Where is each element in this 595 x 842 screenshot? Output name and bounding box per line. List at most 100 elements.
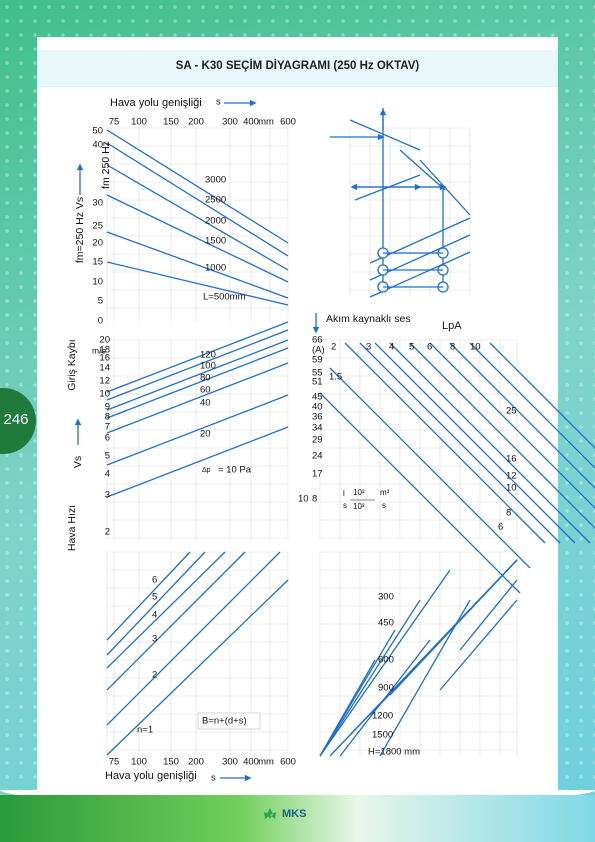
line <box>319 599 421 757</box>
line <box>389 559 518 696</box>
formula: B=n+(d+s) <box>202 716 247 727</box>
line-label: 2500 <box>205 195 226 206</box>
label: fm=250 Hz Vs <box>74 197 86 263</box>
line <box>374 342 576 544</box>
tick-label: 8 <box>105 412 110 423</box>
label: Vs <box>72 456 84 468</box>
tick-label: 36 <box>312 412 323 423</box>
line <box>329 367 531 569</box>
tick-label: 20 <box>99 335 110 346</box>
line <box>106 551 206 656</box>
footer-wave <box>0 795 595 842</box>
line-label: 300 <box>378 592 394 603</box>
tick-label: 25 <box>92 221 103 232</box>
tick-label: 400 <box>243 757 259 768</box>
line-label: 1000 <box>205 263 226 274</box>
unit: l <box>343 489 345 498</box>
label: LpA <box>442 320 462 332</box>
tick-label: 18 <box>99 345 110 356</box>
tick-label: 8 <box>312 494 317 505</box>
line <box>106 551 246 691</box>
tick-label: 16 <box>99 353 110 364</box>
line <box>449 342 595 489</box>
arrow-head <box>414 183 422 191</box>
tick-label: 8 <box>450 342 455 353</box>
arrow-head <box>244 774 252 782</box>
unit: 10³ <box>353 502 365 511</box>
tick-label: 7 <box>105 422 110 433</box>
line <box>106 194 289 283</box>
unit: s <box>382 501 386 510</box>
arrow-head <box>249 99 257 107</box>
tick-label: 10 <box>99 389 110 400</box>
line-label: H=1800 mm <box>368 747 420 758</box>
tick-label: 600 <box>280 117 296 128</box>
tick-label: 25 <box>506 406 517 417</box>
line <box>359 342 561 544</box>
label: Hava yolu genişliği <box>110 97 202 109</box>
tick-label: 100 <box>131 117 147 128</box>
line-label: 120 <box>200 350 216 361</box>
page-number: 246 <box>3 411 29 428</box>
tick-label: 10 <box>298 494 309 505</box>
tick-label: 5 <box>409 342 414 353</box>
line <box>389 342 591 544</box>
line <box>319 392 521 594</box>
line <box>106 579 289 756</box>
line <box>409 342 595 529</box>
arrow-head <box>74 418 82 426</box>
title-bar <box>37 50 558 87</box>
tick-label: 50 <box>92 126 103 137</box>
line <box>354 174 421 201</box>
arrow-head <box>76 163 84 171</box>
line <box>106 261 289 306</box>
line <box>489 342 595 449</box>
tick-label: 100 <box>131 757 147 768</box>
arrow-head <box>312 326 320 334</box>
tick-label: 10 <box>506 483 517 494</box>
tick-label: 400 <box>243 117 259 128</box>
tick-label: 24 <box>312 451 323 462</box>
line <box>106 329 289 401</box>
tick-label: 10 <box>92 277 103 288</box>
tick-label: 200 <box>188 757 204 768</box>
tick-label: 66 <box>312 335 323 346</box>
line <box>106 164 289 271</box>
tick-label: 6 <box>105 433 110 444</box>
tick-label: 75 <box>109 117 120 128</box>
tick-label: 150 <box>163 757 179 768</box>
line <box>106 231 289 299</box>
tick-label: 40 <box>312 402 323 413</box>
tick-label: 5 <box>105 451 110 462</box>
line-label: 2000 <box>205 216 226 227</box>
line-label: 40 <box>200 398 211 409</box>
tick-label: 3 <box>366 342 371 353</box>
tick-label: 12 <box>506 471 517 482</box>
label: 1.5 <box>329 372 342 383</box>
tick-label: mm <box>258 757 274 768</box>
card <box>37 37 558 790</box>
line <box>419 159 471 216</box>
line <box>439 599 518 691</box>
tick-label: 4 <box>389 342 394 353</box>
tick-label: mm <box>258 117 274 128</box>
line <box>106 551 191 641</box>
logo-icon <box>264 808 276 819</box>
line-label: 5 <box>152 592 157 603</box>
tick-label: 51 <box>312 377 323 388</box>
title: SA - K30 SEÇİM DİYAGRAMI (250 Hz OKTAV) <box>175 60 420 72</box>
tick-label: 45 <box>312 392 323 403</box>
line-label: 60 <box>200 385 211 396</box>
line <box>319 659 376 757</box>
line <box>106 347 289 419</box>
label: Δp <box>202 467 211 474</box>
line-label: 100 <box>200 361 216 372</box>
tick-label: 14 <box>99 363 110 374</box>
tick-label: 200 <box>188 117 204 128</box>
tick-label: 30 <box>92 198 103 209</box>
tick-label: 5 <box>98 296 103 307</box>
tick-label: 3 <box>105 490 110 501</box>
tick-label: 20 <box>92 238 103 249</box>
